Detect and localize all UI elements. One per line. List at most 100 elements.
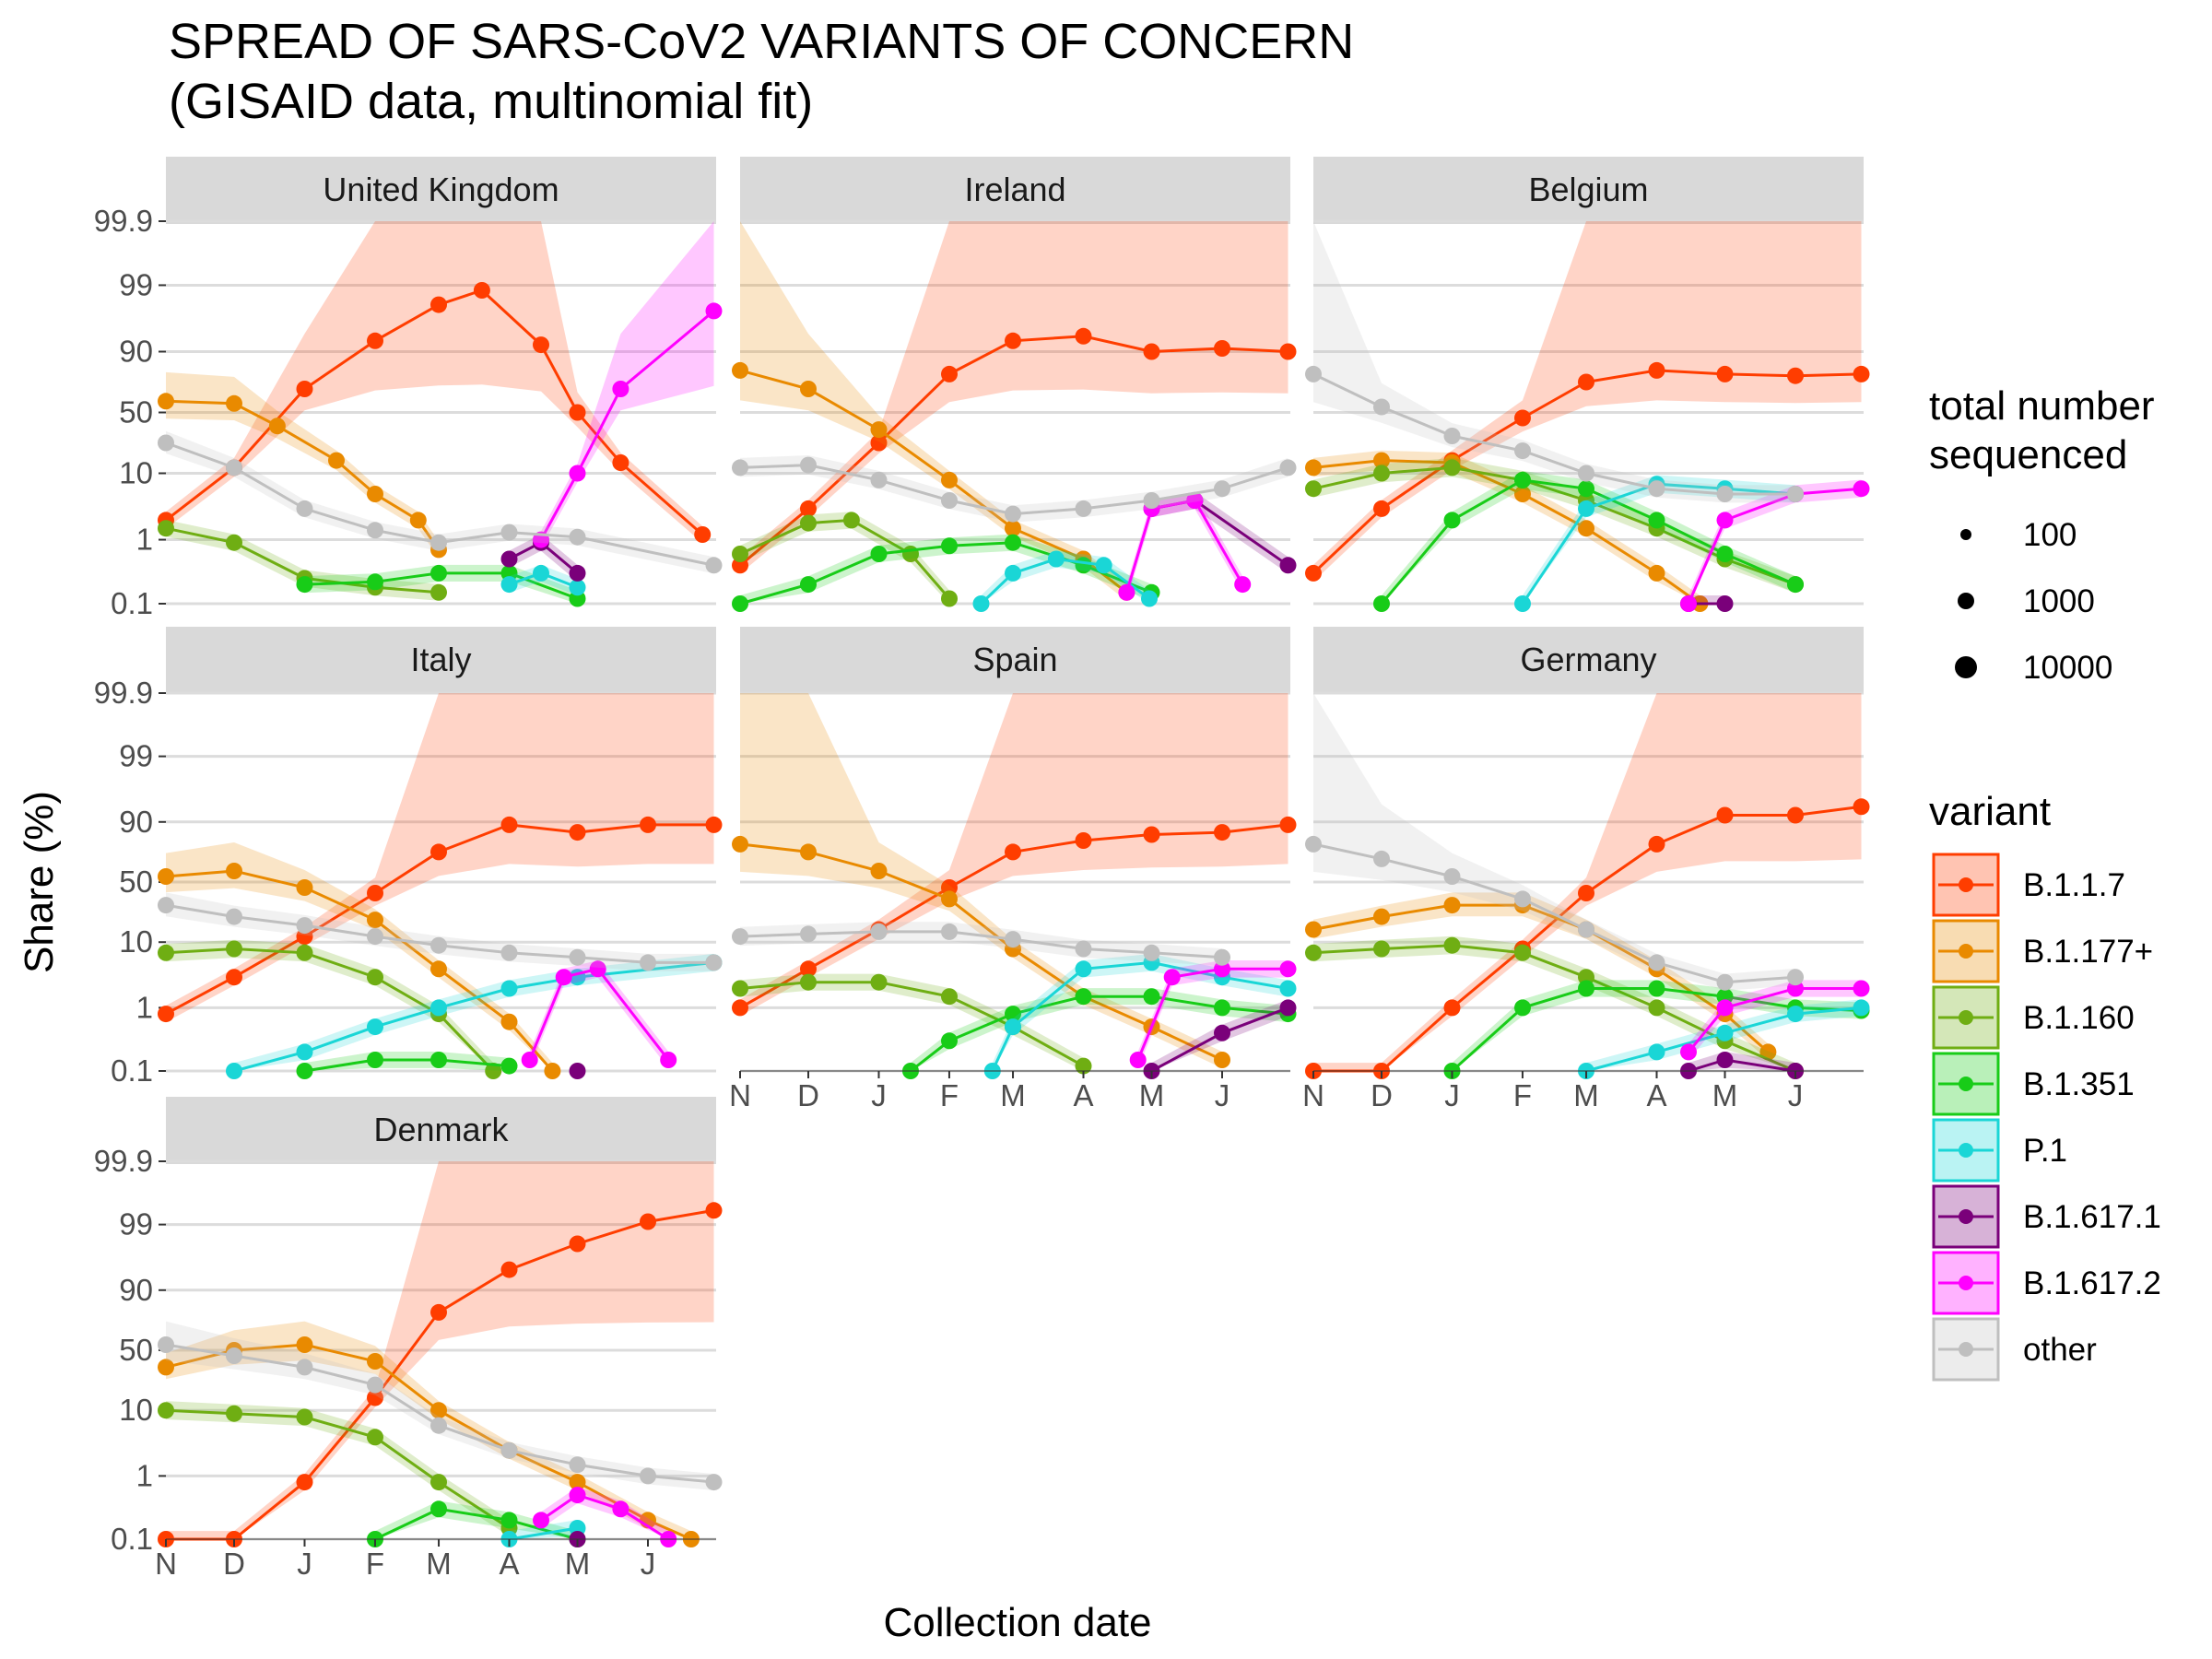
- data-point: [870, 863, 888, 879]
- size-legend-label: 1000: [2023, 583, 2095, 619]
- data-point: [296, 879, 313, 896]
- data-point: [1279, 816, 1297, 833]
- panel-strip-label: Denmark: [373, 1111, 509, 1148]
- legend-key-dot: [1959, 1276, 1973, 1290]
- data-point: [296, 1474, 313, 1491]
- confidence-band: [166, 1321, 691, 1539]
- data-point: [1853, 365, 1870, 382]
- data-point: [367, 1389, 383, 1406]
- x-tick-label: M: [1573, 1078, 1599, 1112]
- x-tick-label: F: [940, 1078, 959, 1112]
- data-point: [1373, 452, 1390, 469]
- data-point: [941, 879, 958, 896]
- data-point: [296, 381, 313, 397]
- y-tick-label: 50: [119, 1333, 153, 1367]
- size-legend-title: sequenced: [1929, 432, 2127, 477]
- data-point: [296, 917, 313, 935]
- data-point: [1514, 999, 1531, 1017]
- fit-line: [374, 1507, 578, 1541]
- size-legend-dot: [1955, 656, 1977, 678]
- data-point: [1578, 465, 1594, 482]
- confidence-band: [1313, 693, 1795, 991]
- data-point: [226, 394, 242, 412]
- data-point: [842, 512, 860, 529]
- data-point: [1648, 512, 1665, 529]
- legend-key-dot: [1959, 1077, 1973, 1091]
- data-point: [1853, 480, 1870, 498]
- data-point: [732, 999, 748, 1017]
- series-b-1-617-1: [1143, 999, 1297, 1079]
- data-point: [158, 897, 174, 914]
- data-point: [640, 1467, 656, 1485]
- panel-strip: [1313, 627, 1864, 694]
- x-tick-label: A: [500, 1547, 520, 1581]
- fit-line: [539, 310, 715, 541]
- data-point: [589, 960, 606, 978]
- legend-key-dot: [1959, 1143, 1973, 1158]
- data-point: [1075, 940, 1092, 958]
- x-tick-label: N: [155, 1547, 177, 1581]
- data-point: [158, 1336, 174, 1353]
- data-point: [1716, 365, 1734, 382]
- data-point: [1716, 1024, 1734, 1041]
- series-b-1-1-7: [1305, 693, 1870, 1079]
- legend-key-dot: [1959, 877, 1973, 892]
- y-tick-label: 99.9: [94, 676, 153, 710]
- data-point: [1163, 969, 1181, 986]
- fit-line: [165, 1408, 511, 1530]
- data-point: [500, 944, 518, 961]
- data-point: [569, 1456, 586, 1474]
- data-point: [500, 1013, 518, 1030]
- series-other: [732, 455, 1297, 523]
- data-point: [1234, 576, 1252, 594]
- data-point: [1305, 921, 1322, 938]
- data-point: [1005, 520, 1021, 537]
- panel-strip: [166, 157, 716, 224]
- data-point: [1443, 428, 1461, 444]
- data-point: [1305, 365, 1322, 382]
- data-point: [1005, 505, 1021, 523]
- data-point: [1279, 980, 1297, 997]
- data-point: [705, 302, 723, 320]
- data-point: [533, 336, 549, 354]
- data-point: [296, 500, 313, 517]
- y-tick-label: 99.9: [94, 1144, 153, 1178]
- series-b-1-617-1: [1680, 1052, 1804, 1079]
- series-other: [1305, 693, 1804, 991]
- confidence-band: [1313, 450, 1700, 604]
- data-point: [941, 923, 958, 940]
- data-point: [941, 365, 958, 382]
- data-point: [941, 537, 958, 555]
- data-point: [430, 564, 447, 582]
- data-point: [485, 1063, 502, 1079]
- data-point: [1373, 595, 1390, 612]
- data-point: [1443, 999, 1461, 1017]
- x-tick-label: M: [1000, 1078, 1026, 1112]
- data-point: [1648, 564, 1665, 582]
- x-tick-label: M: [1139, 1078, 1165, 1112]
- data-point: [296, 1063, 313, 1079]
- data-point: [1514, 486, 1531, 502]
- data-point: [1005, 534, 1021, 551]
- confidence-band: [740, 512, 949, 604]
- data-point: [1787, 576, 1804, 594]
- fit-line: [1312, 372, 1795, 496]
- y-tick-label: 90: [119, 805, 153, 839]
- series-b-1-160: [732, 512, 958, 607]
- fit-line: [1312, 903, 1770, 1053]
- data-point: [1141, 590, 1158, 607]
- data-point: [367, 332, 383, 349]
- size-legend-dot: [1960, 529, 1971, 540]
- data-point: [1305, 835, 1322, 853]
- data-point: [705, 1474, 723, 1491]
- data-point: [1279, 343, 1297, 360]
- fit-line: [165, 947, 495, 1073]
- data-point: [1214, 340, 1230, 357]
- series-b-1-177-: [158, 842, 561, 1079]
- series-p-1: [226, 953, 723, 1079]
- data-point: [430, 960, 447, 978]
- x-tick-label: D: [797, 1078, 819, 1112]
- legend-key-p-1: P.1: [1932, 1118, 2067, 1182]
- data-point: [1578, 969, 1594, 986]
- data-point: [1118, 583, 1135, 601]
